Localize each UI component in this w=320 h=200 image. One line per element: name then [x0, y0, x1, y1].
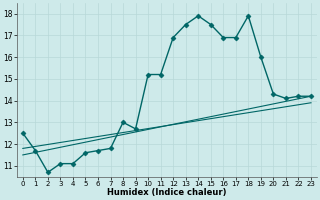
- X-axis label: Humidex (Indice chaleur): Humidex (Indice chaleur): [107, 188, 227, 197]
